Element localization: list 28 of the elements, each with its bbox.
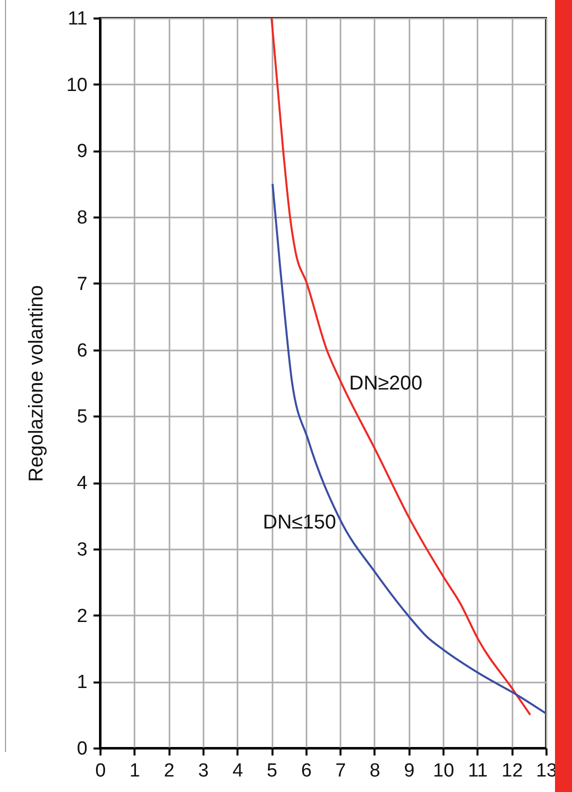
x-tick-label: 2 (164, 760, 174, 782)
y-tick-label: 11 (68, 8, 88, 30)
x-tick-label: 11 (468, 760, 488, 782)
y-tick-label: 0 (76, 738, 88, 760)
x-tick-label: 0 (95, 760, 106, 782)
series-label: DN≤150 (262, 512, 336, 534)
y-axis-title: Regolazione volantino (25, 285, 48, 482)
y-tick-label: 6 (76, 340, 88, 362)
y-tick-label: 10 (66, 74, 88, 96)
y-tick-label: 4 (76, 473, 88, 494)
y-tick-label: 9 (76, 141, 88, 162)
x-tick-label: 5 (266, 760, 278, 782)
x-tick-label: 3 (198, 760, 209, 782)
x-tick-label: 1 (130, 760, 140, 782)
y-tick-label: 3 (76, 539, 88, 560)
y-tick-label: 7 (76, 274, 88, 295)
x-tick-label: 8 (370, 760, 380, 782)
x-tick-label: 6 (301, 760, 312, 782)
x-tick-label: 12 (502, 760, 523, 782)
y-tick-label: 1 (76, 672, 88, 694)
x-tick-label: 4 (232, 760, 244, 782)
y-tick-label: 5 (76, 406, 88, 428)
x-tick-label: 9 (404, 760, 415, 782)
x-tick-label: 10 (433, 760, 454, 782)
series-label: DN≥200 (349, 372, 422, 394)
y-tick-label: 2 (76, 606, 88, 627)
x-tick-label: 7 (335, 760, 346, 782)
y-tick-label: 8 (76, 208, 88, 229)
